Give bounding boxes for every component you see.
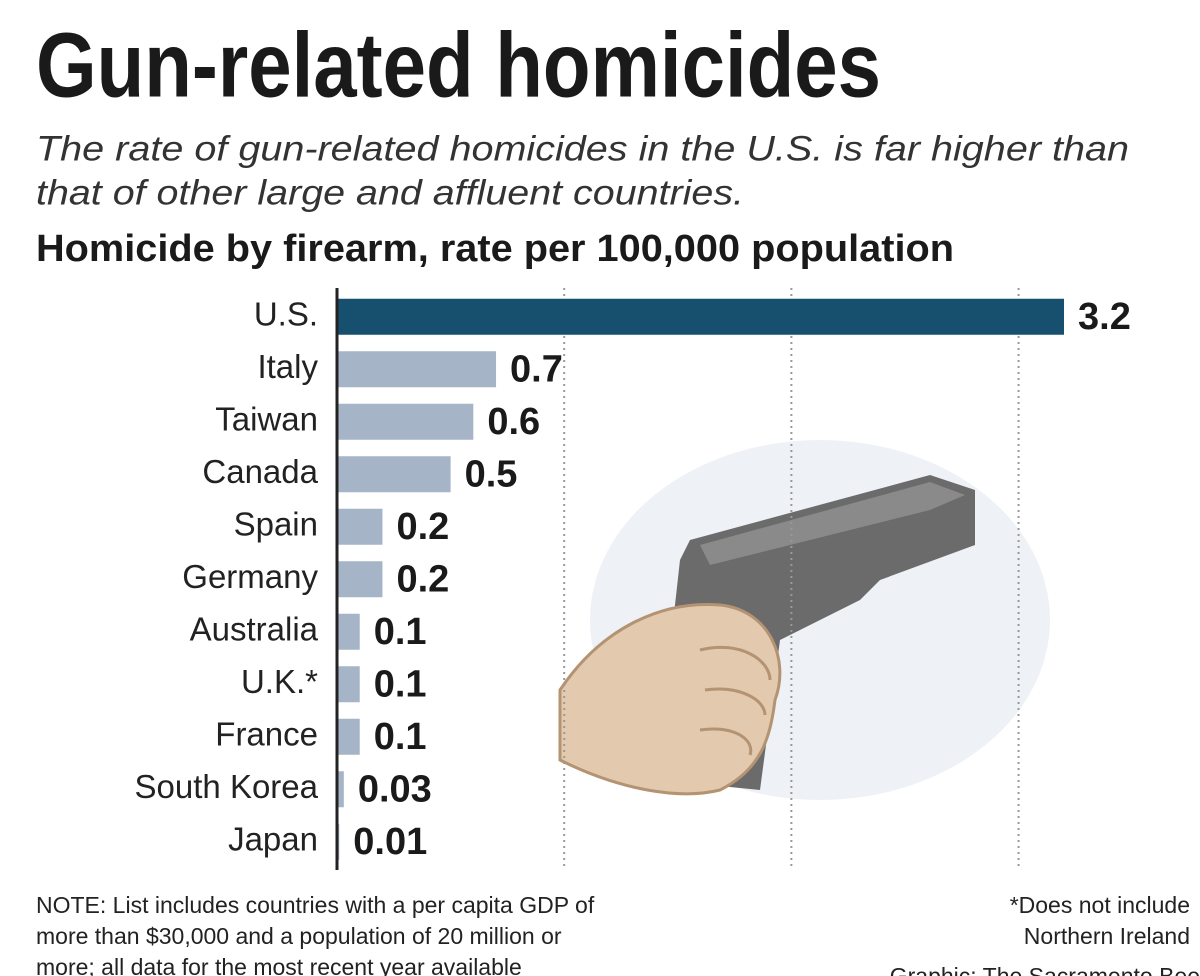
category-label: Italy <box>257 348 318 385</box>
value-label: 0.01 <box>353 821 427 863</box>
bar <box>337 351 497 388</box>
bar <box>337 613 360 650</box>
category-label: Japan <box>228 820 318 857</box>
value-label: 0.6 <box>487 401 540 443</box>
category-label: France <box>215 715 318 752</box>
category-label: Taiwan <box>215 400 318 437</box>
value-label: 3.2 <box>1078 296 1131 338</box>
value-label: 0.1 <box>374 716 427 758</box>
axis-title: Homicide by firearm, rate per 100,000 po… <box>36 228 954 270</box>
footnote: Northern Ireland <box>1024 923 1190 949</box>
bar <box>337 298 1064 335</box>
note: NOTE: List includes countries with a per… <box>36 892 595 918</box>
category-label: Spain <box>234 505 318 542</box>
value-label: 0.5 <box>465 453 518 495</box>
value-label: 0.2 <box>396 558 449 600</box>
bar <box>337 403 474 440</box>
value-label: 0.03 <box>358 768 432 810</box>
subtitle: that of other large and affluent countri… <box>36 173 744 212</box>
category-label: Germany <box>182 558 318 595</box>
bar <box>337 771 344 808</box>
value-label: 0.7 <box>510 348 563 390</box>
gun-slide <box>700 482 965 565</box>
category-label: South Korea <box>135 768 319 805</box>
note: more than $30,000 and a population of 20… <box>36 923 562 949</box>
value-label: 0.2 <box>396 506 449 548</box>
value-label: 0.1 <box>374 663 427 705</box>
subtitle: The rate of gun-related homicides in the… <box>36 129 1129 168</box>
note: more; all data for the most recent year … <box>36 954 522 976</box>
chart-title: Gun-related homicides <box>36 14 881 116</box>
plot-area: U.S. 3.2 Italy 0.7 Taiwan 0.6 Canada 0.5 Spain 0.… <box>135 288 1131 870</box>
category-label: Canada <box>202 453 318 490</box>
bar <box>337 666 360 703</box>
credit: Graphic: The Sacramento Bee <box>890 963 1200 976</box>
category-label: U.S. <box>254 295 318 332</box>
gun-illustration <box>558 440 1050 800</box>
bar <box>337 456 451 493</box>
category-label: Australia <box>190 610 319 647</box>
bar <box>337 508 383 545</box>
category-label: U.K.* <box>241 663 318 700</box>
hand <box>558 602 782 796</box>
fingers <box>699 645 772 756</box>
bar <box>337 718 360 755</box>
bar <box>337 561 383 598</box>
footnote: *Does not include <box>1010 892 1190 918</box>
value-label: 0.1 <box>374 611 427 653</box>
